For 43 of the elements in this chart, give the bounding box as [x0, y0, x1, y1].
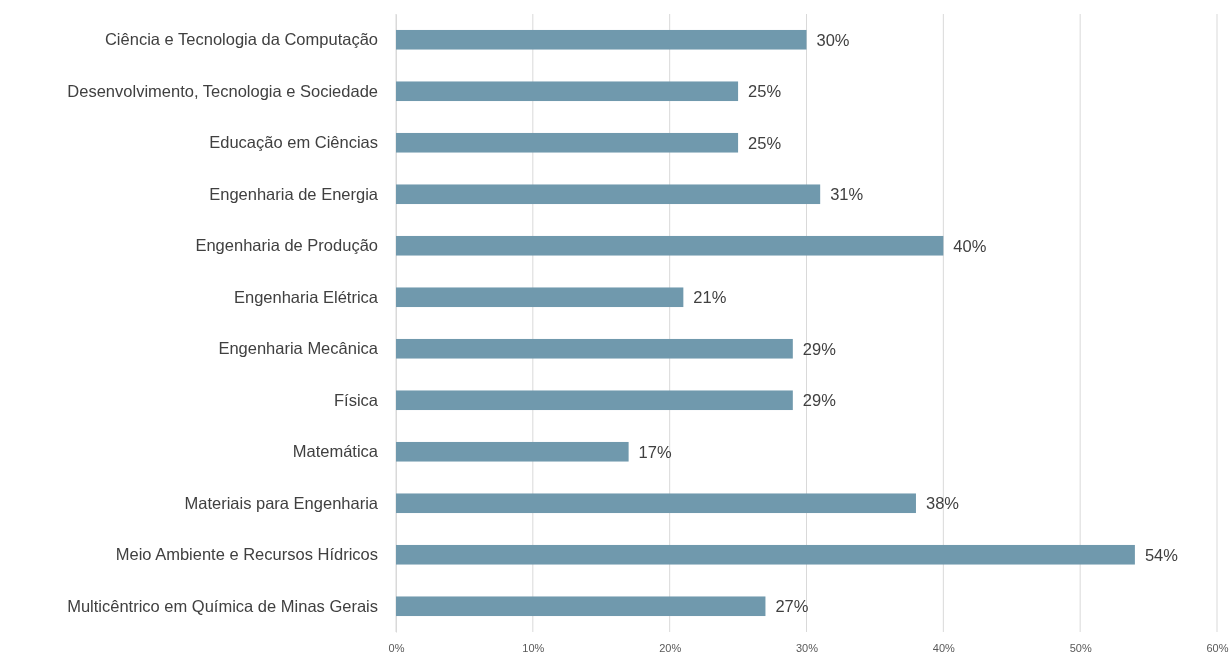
bar	[396, 81, 739, 102]
y-tick-label: Ciência e Tecnologia da Computação	[104, 30, 378, 49]
y-tick-label: Engenharia de Energia	[209, 184, 379, 203]
y-tick-label: Engenharia Elétrica	[233, 287, 379, 306]
data-label: 27%	[775, 597, 809, 616]
y-tick-label: Multicêntrico em Química de Minas Gerais	[67, 596, 378, 615]
y-tick-label: Materiais para Engenharia	[184, 493, 379, 512]
y-tick-label: Desenvolvimento, Tecnologia e Sociedade	[67, 81, 378, 100]
bar	[396, 441, 629, 462]
y-tick-label: Engenharia de Produção	[195, 236, 378, 255]
data-label: 30%	[816, 30, 850, 49]
data-label: 21%	[693, 288, 727, 307]
x-tick-label: 30%	[795, 641, 819, 654]
bar	[396, 287, 684, 308]
bar	[396, 338, 793, 359]
data-label: 40%	[953, 236, 987, 255]
x-tick-label: 50%	[1069, 641, 1092, 654]
bar	[396, 29, 807, 50]
y-tick-label: Meio Ambiente e Recursos Hídricos	[115, 545, 378, 564]
x-tick-label: 10%	[522, 641, 545, 654]
y-tick-label: Matemática	[292, 442, 379, 461]
y-tick-label: Educação em Ciências	[209, 133, 378, 152]
data-label: 29%	[802, 391, 837, 410]
y-tick-label: Física	[333, 390, 379, 409]
bar	[396, 235, 944, 256]
data-label: 29%	[802, 339, 837, 358]
bar	[396, 596, 766, 617]
y-tick-label: Engenharia Mecânica	[218, 339, 379, 358]
data-label: 25%	[748, 82, 782, 101]
data-label: 17%	[638, 442, 672, 461]
bar	[396, 184, 821, 205]
bar	[396, 390, 793, 411]
x-tick-label: 0%	[388, 641, 405, 654]
bar	[396, 132, 739, 153]
x-tick-label: 60%	[1206, 641, 1229, 654]
data-label: 54%	[1144, 545, 1179, 564]
bar	[396, 544, 1135, 565]
x-tick-label: 40%	[932, 641, 956, 654]
data-label: 31%	[830, 185, 864, 204]
data-label: 25%	[748, 133, 782, 152]
x-tick-label: 20%	[659, 641, 682, 654]
bar	[396, 493, 916, 514]
data-label: 38%	[925, 494, 960, 513]
